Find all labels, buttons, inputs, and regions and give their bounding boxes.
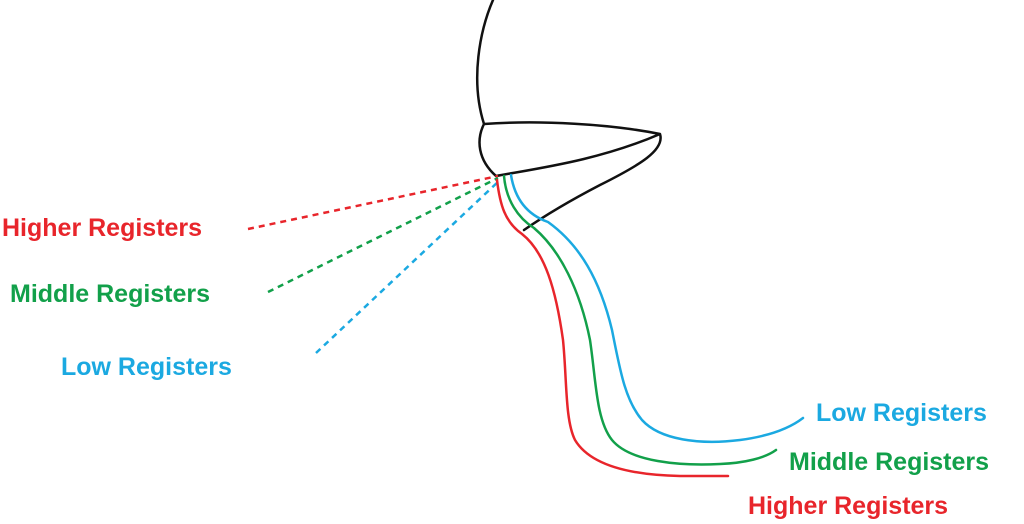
middle-pointer-line bbox=[267, 176, 499, 294]
nose-cone bbox=[482, 121, 662, 232]
left-middle-registers-label: Middle Registers bbox=[10, 280, 211, 308]
left-low-registers-label: Low Registers bbox=[61, 353, 232, 381]
middle-register-curve bbox=[502, 174, 778, 466]
right-higher-registers-label: Higher Registers bbox=[748, 492, 949, 520]
low-register-curve bbox=[509, 173, 805, 444]
higher-pointer-line bbox=[247, 174, 499, 231]
low-pointer-line bbox=[315, 179, 501, 354]
head-outline bbox=[475, 0, 498, 178]
left-higher-registers-label: Higher Registers bbox=[2, 214, 203, 242]
higher-register-curve bbox=[495, 178, 730, 478]
right-middle-registers-label: Middle Registers bbox=[789, 448, 990, 476]
right-low-registers-label: Low Registers bbox=[816, 399, 987, 427]
